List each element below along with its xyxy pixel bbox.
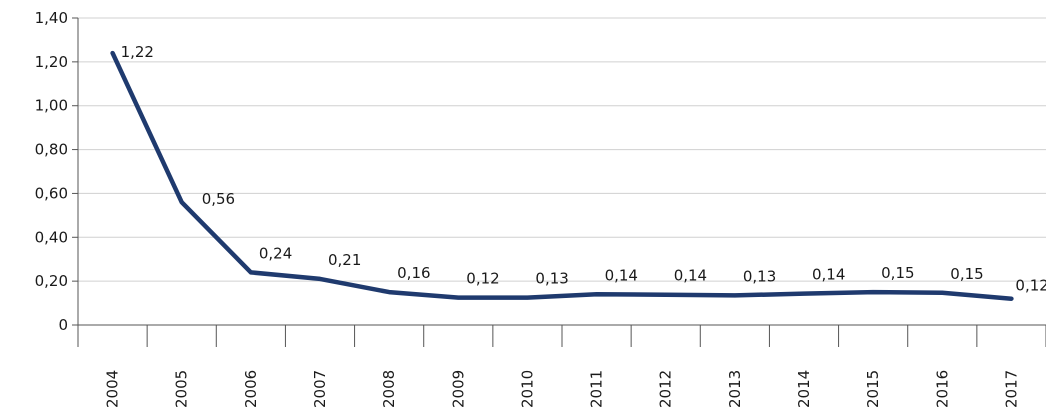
data-label: 0,16 — [397, 264, 430, 282]
data-label: 0,13 — [535, 270, 568, 288]
y-tick-label: 1,20 — [35, 53, 68, 71]
data-label: 1,22 — [121, 43, 154, 61]
series-line — [110, 50, 1014, 301]
data-label: 0,14 — [674, 267, 707, 285]
data-label: 0,15 — [881, 264, 914, 282]
x-tick-label: 2006 — [242, 370, 260, 408]
data-labels: 1,22 0,56 0,24 0,21 0,16 0,12 0,13 0,14 0,14 0,13… — [121, 43, 1046, 295]
y-tick-label: 0,60 — [35, 184, 68, 202]
data-label: 0,24 — [259, 244, 292, 262]
x-tick-label: 2012 — [657, 370, 675, 408]
y-tick-label: 0,20 — [35, 272, 68, 290]
data-label: 0,14 — [605, 266, 638, 284]
y-tick-label: 1,40 — [35, 9, 68, 27]
x-tick-label: 2004 — [104, 370, 122, 408]
x-tick-label: 2017 — [1002, 370, 1020, 408]
y-axis: 0 0,20 0,40 0,60 0,80 1,00 1,20 1,40 — [35, 9, 79, 334]
x-tick-label: 2008 — [380, 370, 398, 408]
gridlines — [78, 17, 1046, 282]
x-tick-label: 2011 — [588, 370, 606, 408]
data-label: 0,12 — [466, 270, 499, 288]
x-tick-label: 2014 — [795, 370, 813, 408]
data-label: 0,21 — [328, 251, 361, 269]
x-tick-label: 2010 — [518, 370, 536, 408]
series-layer — [110, 50, 1014, 301]
y-tick-label: 0,80 — [35, 141, 68, 159]
data-label: 0,12 — [1015, 277, 1046, 295]
x-tick-label: 2007 — [311, 370, 329, 408]
x-axis: 2004 2005 2006 2007 2008 2009 2010 2011 2012 2013… — [77, 324, 1046, 408]
y-tick-label: 0 — [58, 316, 68, 334]
data-label: 0,13 — [743, 267, 776, 285]
data-label: 0,56 — [202, 190, 235, 208]
data-label: 0,15 — [950, 265, 983, 283]
x-tick-label: 2016 — [933, 370, 951, 408]
x-tick-label: 2009 — [449, 370, 467, 408]
x-tick-label: 2005 — [173, 370, 191, 408]
x-tick-label: 2015 — [864, 370, 882, 408]
x-tick-label: 2013 — [726, 370, 744, 408]
data-label: 0,14 — [812, 266, 845, 284]
y-tick-label: 1,00 — [35, 97, 68, 115]
y-tick-label: 0,40 — [35, 228, 68, 246]
